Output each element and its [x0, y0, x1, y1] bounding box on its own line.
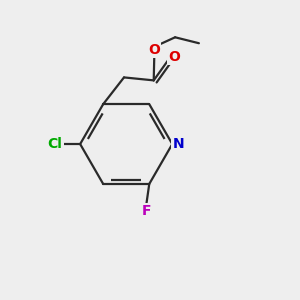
Text: O: O [169, 50, 181, 64]
Text: N: N [173, 137, 184, 151]
Text: Cl: Cl [47, 137, 62, 151]
Text: F: F [142, 204, 151, 218]
Text: O: O [148, 43, 160, 57]
